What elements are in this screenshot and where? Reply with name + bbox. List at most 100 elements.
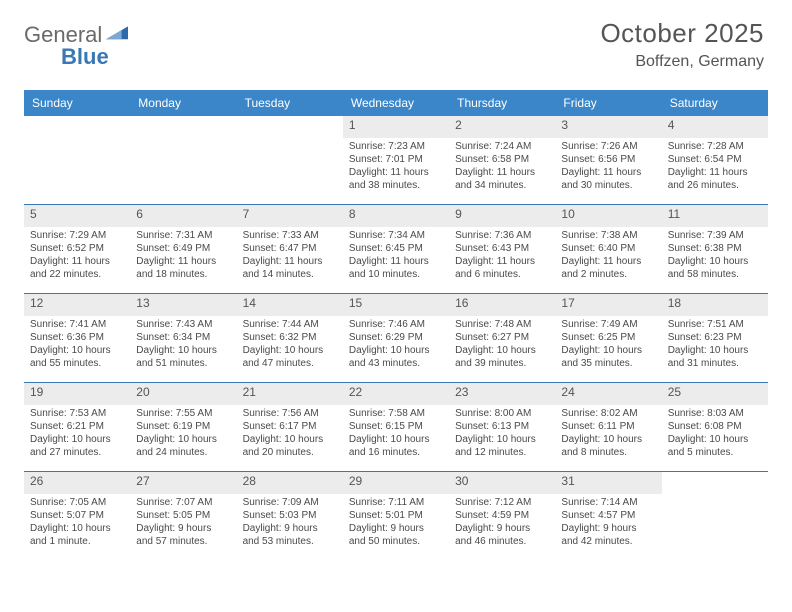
daylight-text-2: and 51 minutes.: [136, 357, 230, 370]
header-right: October 2025 Boffzen, Germany: [600, 18, 764, 71]
calendar-cell: 16Sunrise: 7:48 AMSunset: 6:27 PMDayligh…: [449, 294, 555, 382]
day-number: 29: [343, 472, 449, 494]
sunset-text: Sunset: 6:45 PM: [349, 242, 443, 255]
daylight-text-2: and 10 minutes.: [349, 268, 443, 281]
day-body: Sunrise: 8:00 AMSunset: 6:13 PMDaylight:…: [449, 405, 555, 459]
sunrise-text: Sunrise: 7:41 AM: [30, 318, 124, 331]
daylight-text-2: and 1 minute.: [30, 535, 124, 548]
sunrise-text: Sunrise: 7:23 AM: [349, 140, 443, 153]
daylight-text-2: and 8 minutes.: [561, 446, 655, 459]
day-body: Sunrise: 7:46 AMSunset: 6:29 PMDaylight:…: [343, 316, 449, 370]
calendar-cell: 20Sunrise: 7:55 AMSunset: 6:19 PMDayligh…: [130, 383, 236, 471]
daylight-text-1: Daylight: 11 hours: [30, 255, 124, 268]
day-number: 14: [237, 294, 343, 316]
day-body: Sunrise: 7:51 AMSunset: 6:23 PMDaylight:…: [662, 316, 768, 370]
daylight-text-2: and 35 minutes.: [561, 357, 655, 370]
day-number: 9: [449, 205, 555, 227]
day-of-week-label: Monday: [130, 90, 236, 116]
sunrise-text: Sunrise: 7:55 AM: [136, 407, 230, 420]
day-number: 4: [662, 116, 768, 138]
sunrise-text: Sunrise: 7:28 AM: [668, 140, 762, 153]
calendar-cell: 21Sunrise: 7:56 AMSunset: 6:17 PMDayligh…: [237, 383, 343, 471]
sunrise-text: Sunrise: 7:38 AM: [561, 229, 655, 242]
day-number: 1: [343, 116, 449, 138]
sunset-text: Sunset: 7:01 PM: [349, 153, 443, 166]
day-body: Sunrise: 7:53 AMSunset: 6:21 PMDaylight:…: [24, 405, 130, 459]
daylight-text-2: and 16 minutes.: [349, 446, 443, 459]
daylight-text-1: Daylight: 9 hours: [455, 522, 549, 535]
sunset-text: Sunset: 6:52 PM: [30, 242, 124, 255]
sunrise-text: Sunrise: 7:46 AM: [349, 318, 443, 331]
day-body: Sunrise: 7:07 AMSunset: 5:05 PMDaylight:…: [130, 494, 236, 548]
calendar-cell: 31Sunrise: 7:14 AMSunset: 4:57 PMDayligh…: [555, 472, 661, 560]
day-number: 20: [130, 383, 236, 405]
calendar-week-row: 1Sunrise: 7:23 AMSunset: 7:01 PMDaylight…: [24, 116, 768, 204]
day-number: 12: [24, 294, 130, 316]
daylight-text-1: Daylight: 9 hours: [243, 522, 337, 535]
daylight-text-1: Daylight: 10 hours: [136, 344, 230, 357]
daylight-text-2: and 14 minutes.: [243, 268, 337, 281]
sunset-text: Sunset: 6:19 PM: [136, 420, 230, 433]
daylight-text-1: Daylight: 10 hours: [243, 433, 337, 446]
daylight-text-1: Daylight: 10 hours: [243, 344, 337, 357]
calendar-cell: 10Sunrise: 7:38 AMSunset: 6:40 PMDayligh…: [555, 205, 661, 293]
calendar-cell: 4Sunrise: 7:28 AMSunset: 6:54 PMDaylight…: [662, 116, 768, 204]
daylight-text-2: and 20 minutes.: [243, 446, 337, 459]
page-title: October 2025: [600, 18, 764, 49]
calendar-cell: [130, 116, 236, 204]
daylight-text-2: and 12 minutes.: [455, 446, 549, 459]
sunset-text: Sunset: 6:43 PM: [455, 242, 549, 255]
daylight-text-2: and 53 minutes.: [243, 535, 337, 548]
sunrise-text: Sunrise: 8:02 AM: [561, 407, 655, 420]
day-number: 11: [662, 205, 768, 227]
calendar-cell: 29Sunrise: 7:11 AMSunset: 5:01 PMDayligh…: [343, 472, 449, 560]
daylight-text-1: Daylight: 10 hours: [668, 433, 762, 446]
daylight-text-2: and 58 minutes.: [668, 268, 762, 281]
daylight-text-1: Daylight: 11 hours: [561, 166, 655, 179]
sunrise-text: Sunrise: 7:26 AM: [561, 140, 655, 153]
daylight-text-1: Daylight: 11 hours: [455, 255, 549, 268]
calendar-cell: 15Sunrise: 7:46 AMSunset: 6:29 PMDayligh…: [343, 294, 449, 382]
daylight-text-1: Daylight: 10 hours: [668, 344, 762, 357]
sunrise-text: Sunrise: 7:29 AM: [30, 229, 124, 242]
sunset-text: Sunset: 5:03 PM: [243, 509, 337, 522]
daylight-text-1: Daylight: 11 hours: [349, 166, 443, 179]
sunset-text: Sunset: 4:59 PM: [455, 509, 549, 522]
sunrise-text: Sunrise: 7:31 AM: [136, 229, 230, 242]
daylight-text-1: Daylight: 11 hours: [349, 255, 443, 268]
sunset-text: Sunset: 6:29 PM: [349, 331, 443, 344]
sunset-text: Sunset: 6:08 PM: [668, 420, 762, 433]
daylight-text-2: and 30 minutes.: [561, 179, 655, 192]
daylight-text-2: and 6 minutes.: [455, 268, 549, 281]
daylight-text-2: and 39 minutes.: [455, 357, 549, 370]
day-body: Sunrise: 7:58 AMSunset: 6:15 PMDaylight:…: [343, 405, 449, 459]
daylight-text-1: Daylight: 10 hours: [30, 522, 124, 535]
day-number: 5: [24, 205, 130, 227]
day-number: 18: [662, 294, 768, 316]
daylight-text-2: and 43 minutes.: [349, 357, 443, 370]
day-number: 13: [130, 294, 236, 316]
sunset-text: Sunset: 6:25 PM: [561, 331, 655, 344]
day-number: 15: [343, 294, 449, 316]
day-number: 21: [237, 383, 343, 405]
sunrise-text: Sunrise: 7:09 AM: [243, 496, 337, 509]
sunrise-text: Sunrise: 7:39 AM: [668, 229, 762, 242]
calendar-cell: 24Sunrise: 8:02 AMSunset: 6:11 PMDayligh…: [555, 383, 661, 471]
sunrise-text: Sunrise: 8:03 AM: [668, 407, 762, 420]
day-number: 17: [555, 294, 661, 316]
logo: General Blue: [24, 22, 128, 48]
sunrise-text: Sunrise: 7:51 AM: [668, 318, 762, 331]
day-body: Sunrise: 7:48 AMSunset: 6:27 PMDaylight:…: [449, 316, 555, 370]
calendar-week-row: 5Sunrise: 7:29 AMSunset: 6:52 PMDaylight…: [24, 204, 768, 293]
sunrise-text: Sunrise: 7:34 AM: [349, 229, 443, 242]
calendar-cell: 23Sunrise: 8:00 AMSunset: 6:13 PMDayligh…: [449, 383, 555, 471]
logo-text-blue: Blue: [61, 44, 109, 70]
calendar-cell: [237, 116, 343, 204]
logo-triangle-icon: [106, 22, 128, 40]
calendar-cell: 11Sunrise: 7:39 AMSunset: 6:38 PMDayligh…: [662, 205, 768, 293]
daylight-text-2: and 50 minutes.: [349, 535, 443, 548]
sunrise-text: Sunrise: 7:49 AM: [561, 318, 655, 331]
sunrise-text: Sunrise: 8:00 AM: [455, 407, 549, 420]
daylight-text-1: Daylight: 10 hours: [455, 344, 549, 357]
daylight-text-2: and 27 minutes.: [30, 446, 124, 459]
